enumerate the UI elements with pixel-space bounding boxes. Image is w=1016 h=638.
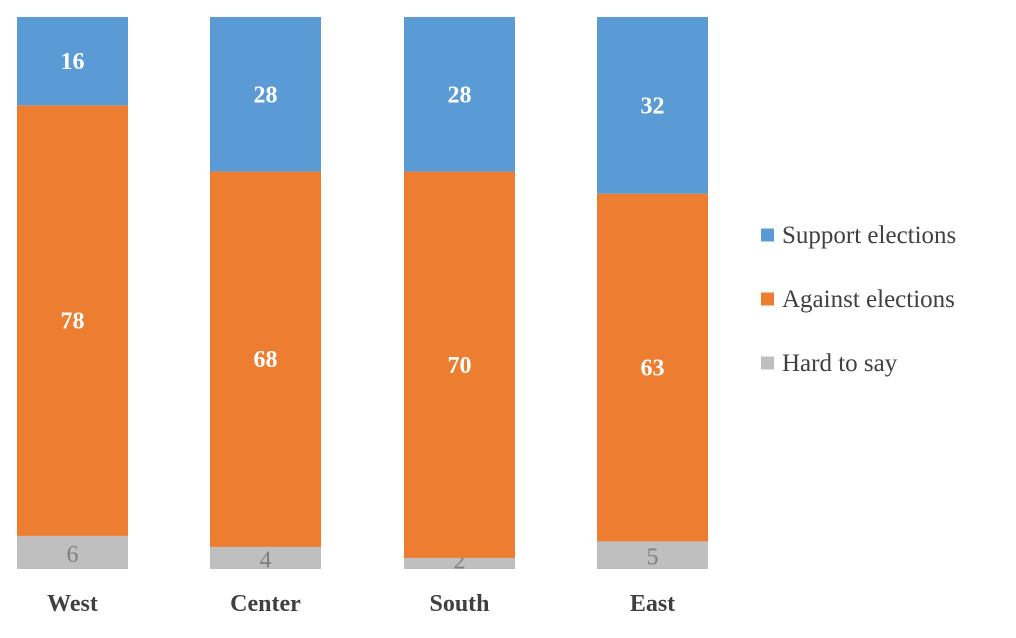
bar-west-against-elections — [17, 105, 128, 536]
category-label-south: South — [429, 591, 489, 617]
data-label-east-support-elections: 32 — [641, 93, 665, 119]
data-label-center-against-elections: 68 — [254, 347, 278, 373]
data-label-south-against-elections: 70 — [448, 353, 472, 379]
legend-label-hard-to-say: Hard to say — [782, 350, 898, 377]
legend-label-support-elections: Support elections — [782, 222, 956, 249]
legend-swatch-against-elections — [761, 292, 774, 306]
data-label-west-against-elections: 78 — [61, 309, 85, 335]
data-label-west-hard-to-say: 6 — [67, 542, 79, 568]
bar-center-hard-to-say — [210, 546, 321, 569]
data-label-east-against-elections: 63 — [641, 356, 665, 382]
bar-west-support-elections — [17, 17, 128, 106]
bar-south-support-elections — [404, 17, 515, 172]
data-label-south-support-elections: 28 — [448, 82, 472, 108]
category-label-center: Center — [230, 591, 301, 617]
data-label-center-hard-to-say: 4 — [260, 547, 272, 573]
bar-south-against-elections — [404, 171, 515, 558]
legend-swatch-support-elections — [761, 228, 774, 242]
bar-south-hard-to-say — [404, 557, 515, 569]
bar-east-support-elections — [597, 17, 708, 194]
data-label-east-hard-to-say: 5 — [647, 545, 659, 571]
data-label-center-support-elections: 28 — [254, 82, 278, 108]
bar-east-hard-to-say — [597, 541, 708, 569]
bar-west-hard-to-say — [17, 535, 128, 569]
legend: Support elections Against elections Hard t… — [761, 222, 956, 377]
legend-label-against-elections: Against elections — [782, 286, 955, 313]
bar-center-support-elections — [210, 17, 321, 172]
legend-swatch-hard-to-say — [761, 356, 774, 370]
bar-east-against-elections — [597, 193, 708, 542]
data-label-west-support-elections: 16 — [61, 49, 85, 75]
bar-center-against-elections — [210, 171, 321, 547]
category-labels: West Center South East — [47, 591, 675, 617]
category-label-west: West — [47, 591, 98, 617]
category-label-east: East — [630, 591, 675, 617]
